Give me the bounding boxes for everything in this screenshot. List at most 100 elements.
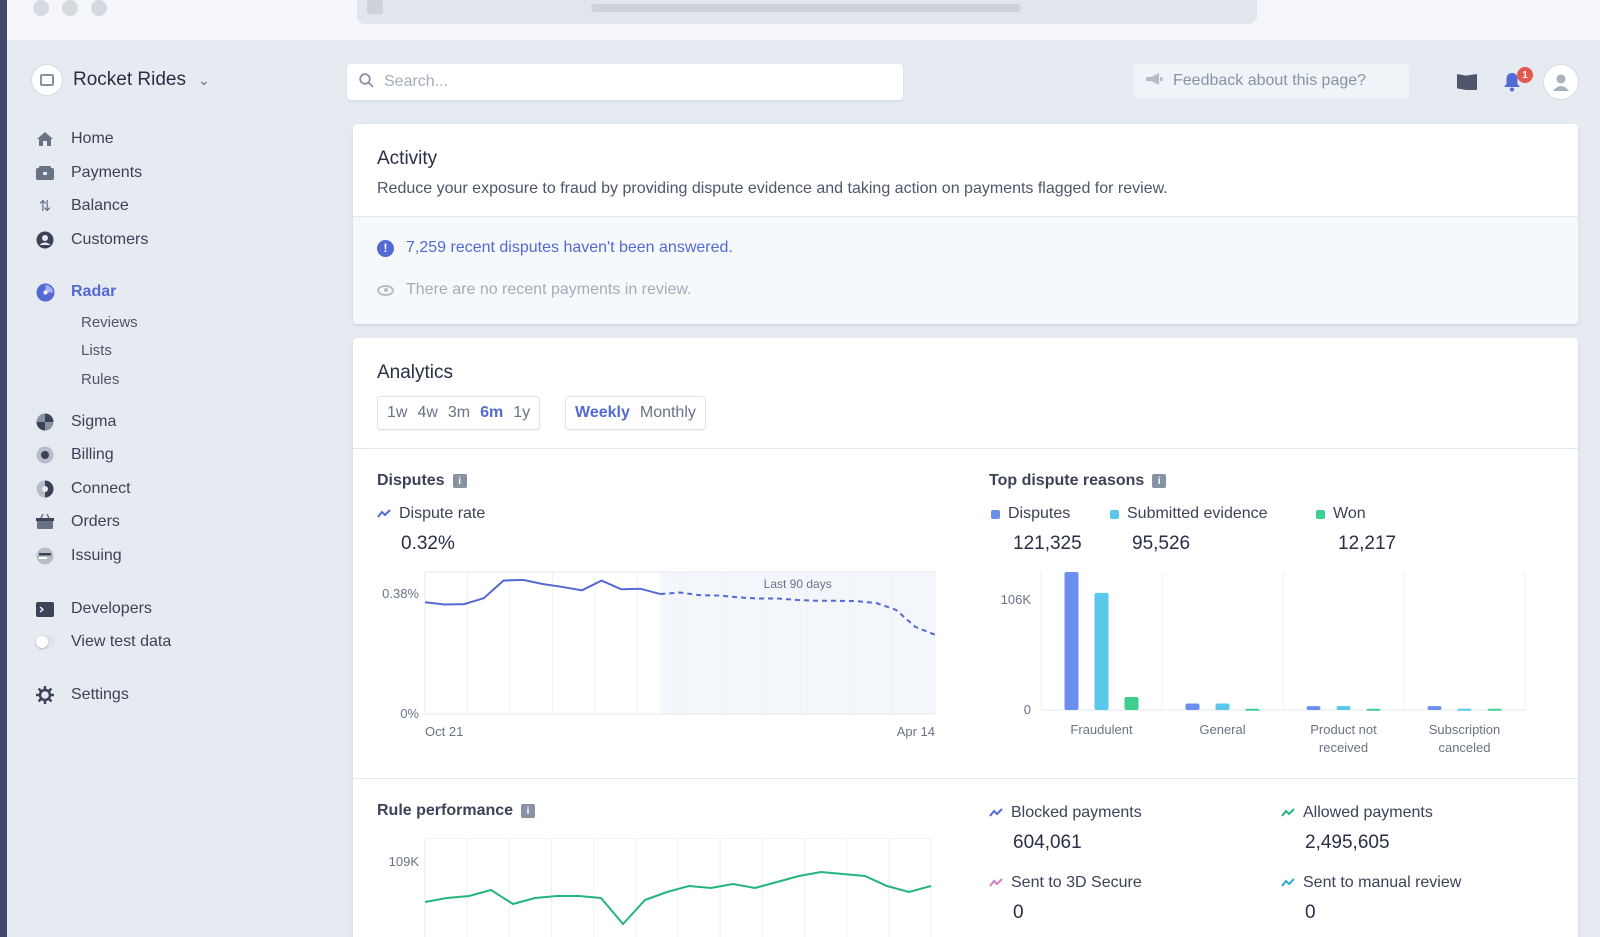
gear-icon [35,686,55,704]
range-4w[interactable]: 4w [417,404,438,421]
megaphone-icon [1145,72,1163,91]
card-icon [35,547,55,565]
user-avatar[interactable] [1543,64,1579,100]
help-icon[interactable]: i [1152,474,1167,488]
sidebar-item-payments[interactable]: Payments [35,162,142,184]
metric-label: Blocked payments [1011,804,1142,821]
x-tick-label: canceled [1438,740,1490,755]
sidebar-item-label: Balance [71,197,129,214]
legend-swatch-won [1316,509,1325,519]
transfer-arrows-icon: ⇅ [38,198,52,215]
bar-won [1366,708,1381,711]
sidebar-subitem-lists[interactable]: Lists [81,342,112,359]
legend-value-submitted: 95,526 [1132,533,1191,554]
top-reasons-title-row: Top dispute reasons i [989,472,1167,490]
sidebar-item-balance[interactable]: ⇅ Balance [35,195,129,217]
sidebar-item-settings[interactable]: Settings [35,684,129,706]
y-tick-label: 109K [389,854,420,869]
bar-disputes [1064,572,1079,710]
3d-secure-label-row: Sent to 3D Secure [989,874,1142,892]
sidebar-item-label: Radar [71,283,117,300]
toggle-switch[interactable] [35,633,55,651]
help-icon[interactable]: i [521,804,536,818]
dispute-rate-label-row: Dispute rate [377,505,485,523]
dispute-rate-value: 0.32% [401,533,455,554]
docs-book-icon[interactable] [1455,70,1479,94]
bar-submitted-evidence [1094,592,1109,710]
range-1y[interactable]: 1y [513,404,531,421]
last-90-days-label: Last 90 days [764,577,832,591]
url-placeholder [591,4,1021,12]
interval-monthly[interactable]: Monthly [639,404,696,421]
sidebar-subitem-reviews[interactable]: Reviews [81,314,138,331]
search-bar[interactable] [347,64,903,100]
sidebar-item-label: Developers [71,600,152,617]
alert-text: haven't been answered. [559,239,733,256]
search-icon [359,72,374,92]
activity-alerts: ! 7,259 recent disputes haven't been ans… [353,216,1578,324]
bar-won [1487,708,1502,711]
search-input[interactable] [384,73,864,91]
range-1w[interactable]: 1w [387,404,408,421]
help-icon[interactable]: i [452,474,467,488]
account-switcher[interactable]: Rocket Rides ⌄ [31,64,210,96]
trend-line-icon [989,876,1003,891]
sidebar-item-label: Billing [71,446,114,463]
feedback-button[interactable]: Feedback about this page? [1133,64,1409,98]
bar-submitted-evidence [1215,703,1230,710]
blocked-payments-line [424,870,932,926]
last-90-days-region [660,572,935,714]
review-status: There are no recent payments in review. [377,281,691,299]
view-test-data-toggle[interactable]: View test data [35,631,171,653]
sidebar-item-billing[interactable]: Billing [35,444,114,466]
disputes-title: Disputes [377,472,445,489]
minimize-window-button[interactable] [62,0,78,16]
allowed-payments-value: 2,495,605 [1305,832,1390,853]
sidebar-item-label: Connect [71,480,131,497]
browser-window: Rocket Rides ⌄ Home Payments ⇅ Balance C… [7,0,1600,937]
top-reasons-title: Top dispute reasons [989,472,1145,489]
sidebar: Rocket Rides ⌄ Home Payments ⇅ Balance C… [7,40,337,937]
review-status-text: There are no recent payments in review. [406,281,692,298]
sidebar-item-issuing[interactable]: Issuing [35,545,122,567]
activity-panel: Activity Reduce your exposure to fraud b… [353,124,1578,324]
y-tick-label: 0 [1024,702,1031,717]
legend-won: Won [1316,505,1366,523]
bar-disputes [1427,706,1442,710]
notifications-bell-icon[interactable] [1500,70,1524,94]
y-tick-label: 0% [400,706,419,721]
sidebar-item-sigma[interactable]: Sigma [35,411,116,433]
interval-weekly[interactable]: Weekly [575,404,630,421]
disputes-line-chart: 0.38% 0% Oct 21 Apr 14 Last 90 days [382,571,936,739]
address-bar[interactable] [357,0,1257,24]
sidebar-item-radar[interactable]: Radar [35,281,116,303]
info-icon: ! [377,239,394,257]
maximize-window-button[interactable] [91,0,107,16]
sidebar-item-customers[interactable]: Customers [35,229,148,251]
terminal-icon [35,600,55,618]
range-3m[interactable]: 3m [447,404,471,421]
sidebar-subitem-rules[interactable]: Rules [81,371,120,388]
bar-disputes [1185,703,1200,710]
close-window-button[interactable] [33,0,49,16]
sidebar-item-label: Home [71,130,114,147]
legend-value-disputes: 121,325 [1013,533,1082,554]
sidebar-item-home[interactable]: Home [35,128,114,150]
legend-swatch-submitted [1110,509,1119,519]
bar-submitted-evidence [1457,708,1472,711]
rule-performance-title-row: Rule performance i [377,802,536,820]
range-6m[interactable]: 6m [480,404,504,421]
y-tick-label: 106K [1001,592,1032,607]
sidebar-item-orders[interactable]: Orders [35,511,120,533]
recent-disputes-link[interactable]: 7,259 recent disputes [406,239,559,256]
sidebar-item-developers[interactable]: Developers [35,598,152,620]
sidebar-item-connect[interactable]: Connect [35,478,131,500]
metric-label: Allowed payments [1303,804,1433,821]
analytics-divider [353,778,1578,779]
metric-label: Sent to manual review [1303,874,1462,891]
analytics-panel: Analytics 1w 4w 3m 6m 1y Weekly Monthly … [353,338,1578,937]
feedback-label: Feedback about this page? [1173,72,1367,89]
x-tick-label: Apr 14 [897,724,935,739]
x-tick-label: Product not [1310,722,1377,737]
blocked-payments-label-row: Blocked payments [989,804,1142,822]
